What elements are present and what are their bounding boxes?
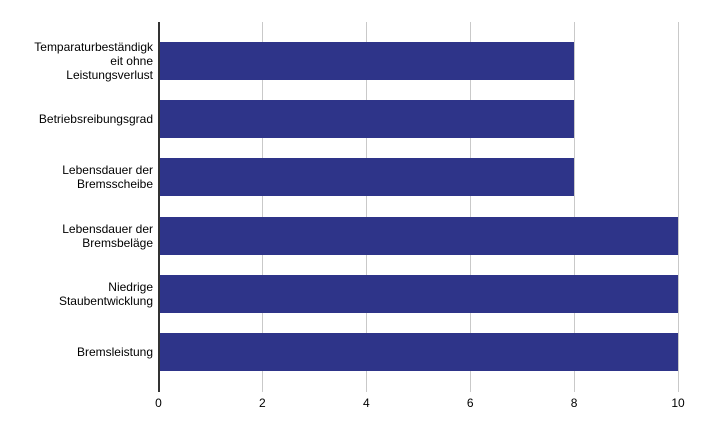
category-label-line: Leistungsverlust [66, 68, 153, 82]
category-label: Lebensdauer der Bremsbeläge [0, 222, 153, 250]
category-label-line: Niedrige [108, 279, 153, 294]
gridline [678, 22, 679, 392]
x-tick-label: 8 [570, 396, 578, 410]
gridline [366, 22, 368, 392]
y-axis-line [157, 22, 160, 392]
category-label-line: Bremsscheibe [76, 177, 153, 192]
category-label: Niedrige Staubentwicklung [0, 280, 153, 308]
category-label-line: Bremsbeläge [82, 235, 153, 250]
category-label-line: Lebensdauer der [62, 221, 153, 236]
x-tick-label: 6 [466, 396, 474, 410]
bar [158, 42, 575, 80]
bar [158, 216, 678, 255]
category-label-line: Staubentwicklung [58, 293, 153, 308]
category-label: Betriebsreibungsgrad [0, 112, 153, 126]
category-label-line: Bremsleistung [76, 345, 153, 359]
bar [158, 158, 575, 197]
x-tick-label: 2 [259, 396, 266, 410]
category-label-line: Betriebsreibungsgrad [38, 112, 153, 127]
bar [158, 333, 678, 371]
category-label: Lebensdauer der Bremsscheibe [0, 163, 153, 191]
category-label-line: eit ohne [110, 54, 153, 68]
bar [158, 100, 575, 139]
category-label: Bremsleistung [0, 345, 153, 359]
category-label-line: Temparaturbeständigk [34, 40, 153, 54]
bar [158, 274, 678, 313]
category-label-line: Lebensdauer der [62, 163, 153, 178]
category-label: Temparaturbeständigk eit ohne Leistungsver… [0, 40, 153, 82]
gridline [262, 22, 264, 392]
x-tick-label: 4 [362, 396, 370, 410]
gridline [470, 22, 472, 392]
x-tick-label: 0 [155, 396, 162, 410]
gridline [574, 22, 576, 392]
x-tick-label: 10 [671, 396, 685, 410]
